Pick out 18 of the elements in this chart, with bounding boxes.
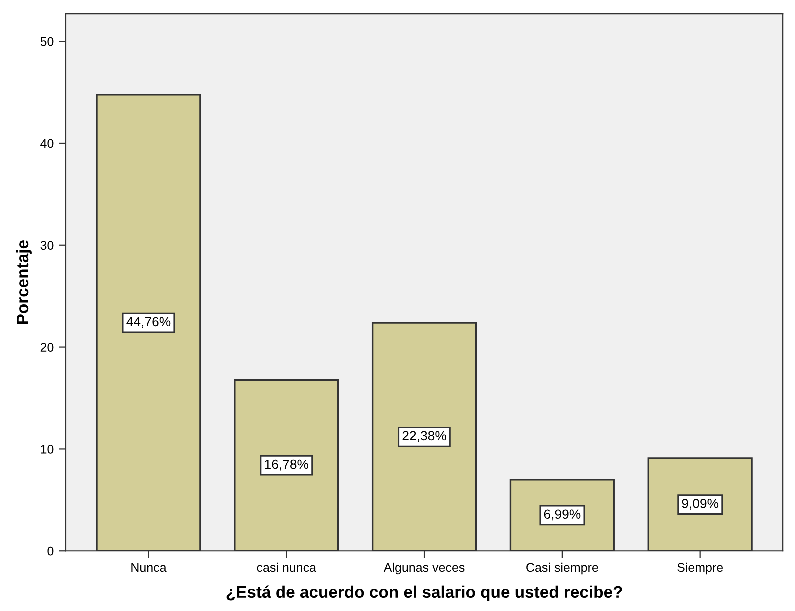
y-tick-label: 10 [41, 445, 54, 454]
x-tick-label: Casi siempre [526, 562, 598, 575]
data-label: 6,99% [544, 510, 581, 521]
y-tick-label: 50 [40, 37, 54, 46]
y-tick-label: 20 [40, 343, 54, 352]
y-tick-label: 40 [40, 139, 54, 148]
x-tick-label: casi nunca [257, 562, 317, 572]
data-label: 9,09% [682, 499, 719, 510]
x-tick-label: Algunas veces [384, 562, 465, 575]
data-label: 44,76% [126, 317, 171, 328]
y-tick-label: 30 [40, 241, 54, 250]
y-axis-title: Porcentaje [16, 240, 32, 324]
x-axis-title: ¿Está de acuerdo con el salario que usted recibe? [226, 586, 622, 602]
x-tick-label: Nunca [132, 563, 167, 572]
x-tick-label: Siempre [678, 562, 724, 575]
y-tick-label: 0 [48, 546, 54, 556]
data-label: 16,78% [265, 460, 309, 471]
data-label: 22,38% [402, 431, 446, 442]
